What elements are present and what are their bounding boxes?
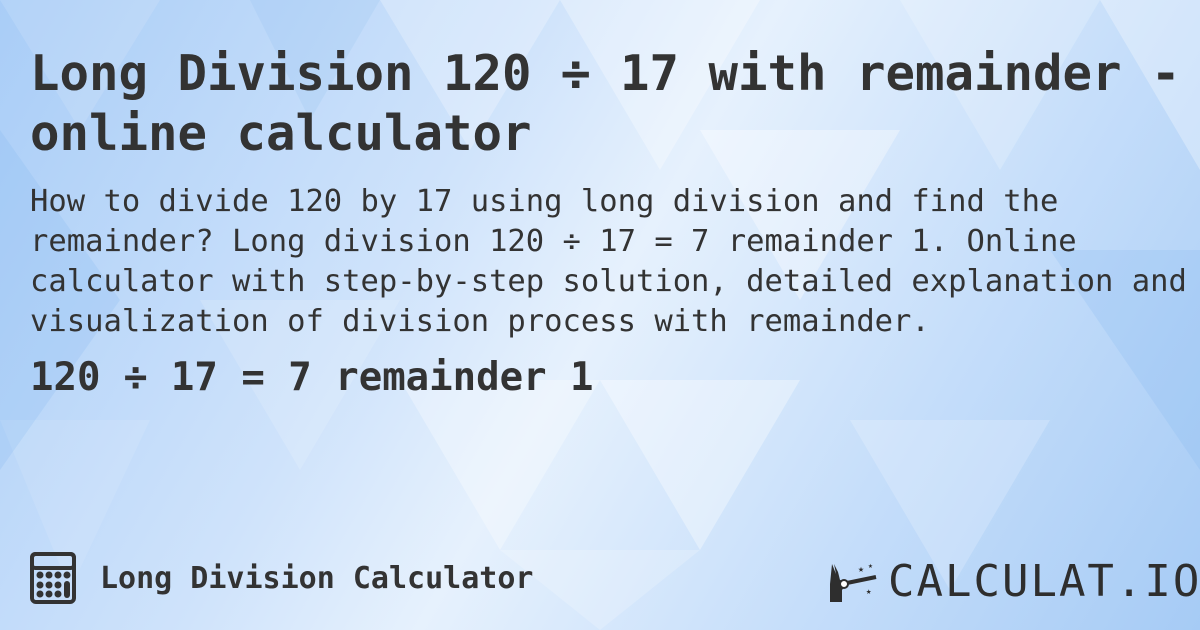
page-title: Long Division 120 ÷ 17 with remainder - …	[30, 45, 1181, 162]
logo-text: CALCULAT.IO	[888, 556, 1200, 607]
description: How to divide 120 by 17 using long divis…	[30, 184, 1187, 339]
calculator-icon	[30, 552, 76, 604]
svg-text:★: ★	[868, 561, 873, 570]
magic-wand-hand-icon: ★ ★ ★	[830, 561, 877, 602]
result: 120 ÷ 17 = 7 remainder 1	[30, 355, 594, 400]
logo: ★ ★ ★ CALCULAT.IO	[828, 556, 1200, 607]
svg-text:★: ★	[866, 587, 872, 597]
footer-calculator: Long Division Calculator	[30, 552, 533, 604]
footer-label: Long Division Calculator	[100, 560, 534, 596]
svg-text:★: ★	[858, 564, 864, 575]
